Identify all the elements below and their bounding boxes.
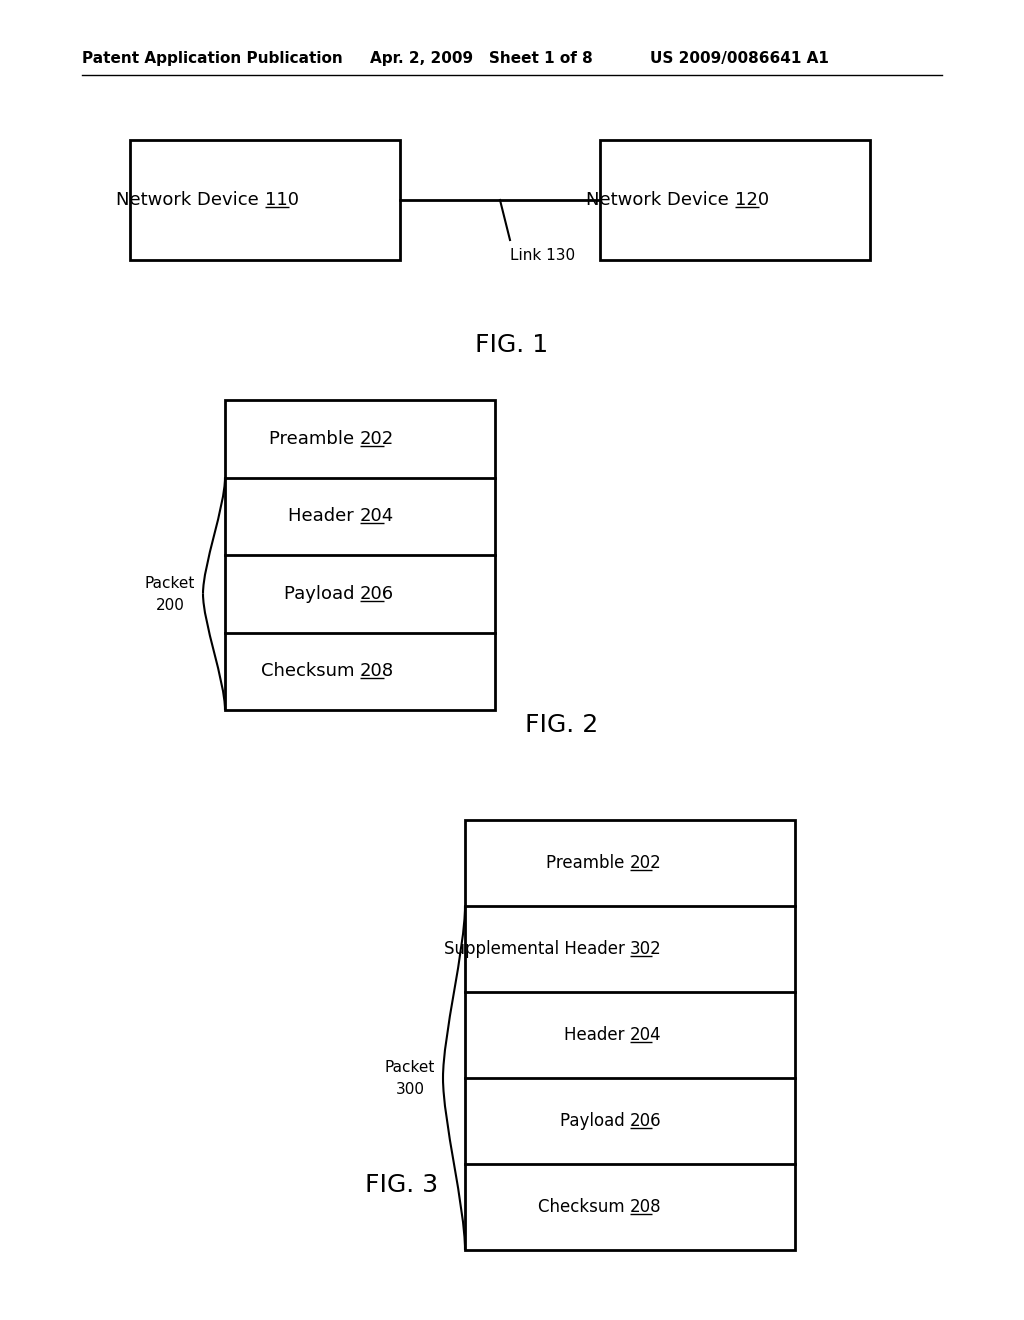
Text: Preamble: Preamble xyxy=(547,854,630,873)
Text: Packet: Packet xyxy=(385,1060,435,1076)
Text: 302: 302 xyxy=(630,940,662,958)
Text: Payload: Payload xyxy=(560,1111,630,1130)
Text: 204: 204 xyxy=(360,507,394,525)
Text: US 2009/0086641 A1: US 2009/0086641 A1 xyxy=(650,50,828,66)
Text: Network Device: Network Device xyxy=(117,191,265,209)
Text: 208: 208 xyxy=(630,1199,662,1216)
Text: FIG. 3: FIG. 3 xyxy=(365,1173,438,1197)
Text: Checksum: Checksum xyxy=(261,663,360,680)
Text: Supplemental Header: Supplemental Header xyxy=(443,940,630,958)
Text: Network Device: Network Device xyxy=(587,191,735,209)
Text: Header: Header xyxy=(289,507,360,525)
Text: Preamble: Preamble xyxy=(269,430,360,447)
Text: 300: 300 xyxy=(395,1082,425,1097)
Bar xyxy=(600,140,870,260)
Text: Checksum: Checksum xyxy=(539,1199,630,1216)
Text: 202: 202 xyxy=(360,430,394,447)
Text: 206: 206 xyxy=(360,585,394,603)
Text: 120: 120 xyxy=(735,191,769,209)
Text: 204: 204 xyxy=(630,1026,662,1044)
Text: Packet: Packet xyxy=(144,577,196,591)
Text: 200: 200 xyxy=(156,598,184,614)
Text: Apr. 2, 2009   Sheet 1 of 8: Apr. 2, 2009 Sheet 1 of 8 xyxy=(370,50,593,66)
Text: 208: 208 xyxy=(360,663,394,680)
Text: 206: 206 xyxy=(630,1111,662,1130)
Bar xyxy=(130,140,400,260)
Text: Link 130: Link 130 xyxy=(510,248,575,263)
Bar xyxy=(225,400,495,710)
Text: Patent Application Publication: Patent Application Publication xyxy=(82,50,343,66)
Text: FIG. 2: FIG. 2 xyxy=(525,713,598,737)
Text: 110: 110 xyxy=(265,191,299,209)
Bar xyxy=(465,820,795,1250)
Text: Payload: Payload xyxy=(284,585,360,603)
Text: FIG. 1: FIG. 1 xyxy=(475,333,549,356)
Text: Header: Header xyxy=(564,1026,630,1044)
Text: 202: 202 xyxy=(630,854,662,873)
